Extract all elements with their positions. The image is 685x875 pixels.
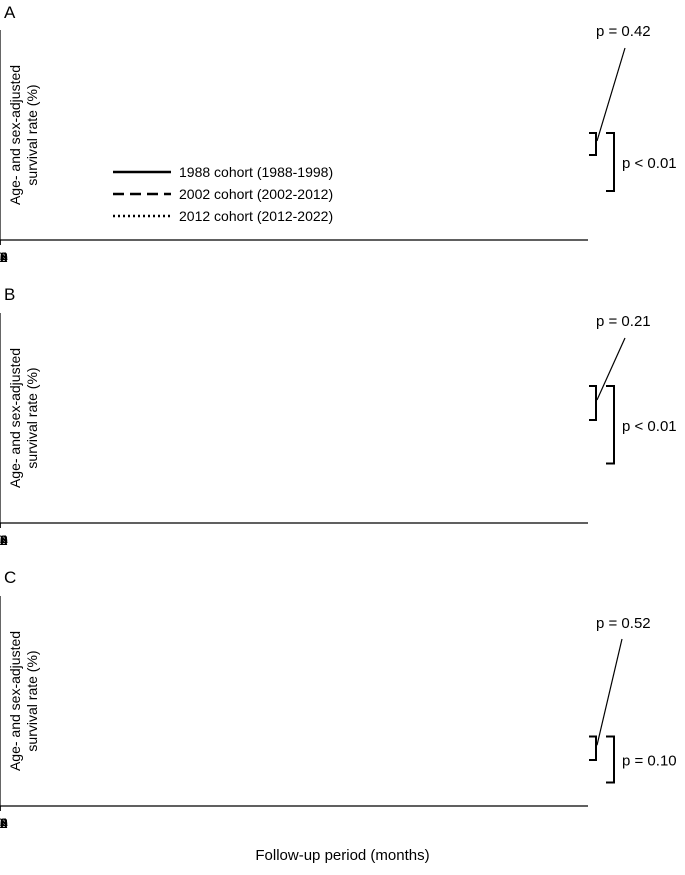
bracket-small — [589, 133, 596, 155]
bracket-large — [606, 386, 614, 464]
y-axis-title: Age- and sex-adjustedsurvival rate (%) — [7, 348, 40, 488]
bracket-large — [606, 737, 614, 783]
x-tick-label: 60 — [0, 532, 8, 548]
bracket-large — [606, 133, 614, 191]
bracket-small — [589, 737, 596, 761]
p-value-label: p = 0.10 — [622, 753, 677, 770]
y-axis-title: Age- and sex-adjustedsurvival rate (%) — [7, 631, 40, 771]
p-value-label: p = 0.42 — [596, 23, 651, 40]
legend: 1988 cohort (1988-1998) 2002 cohort (2002… — [113, 164, 333, 224]
p-value-label: p = 0.52 — [596, 615, 651, 632]
legend-entry: 2012 cohort (2012-2022) — [179, 208, 333, 224]
annotation-leader — [597, 338, 625, 400]
panel-label: C — [4, 568, 16, 587]
panel-b: B3040506070809010001224364860Age- and se… — [0, 285, 677, 548]
annotation-leader — [597, 48, 625, 141]
panel-a: A3040506070809010001224364860Age- and se… — [0, 3, 677, 265]
panel-c: C3040506070809010001224364860Age- and se… — [0, 568, 677, 831]
x-tick-label: 60 — [0, 249, 8, 265]
legend-entry: 2002 cohort (2002-2012) — [179, 186, 333, 202]
p-value-label: p = 0.21 — [596, 313, 651, 330]
panel-label: A — [4, 3, 16, 22]
x-axis-title: Follow-up period (months) — [0, 847, 685, 864]
annotation-leader — [597, 639, 622, 745]
p-value-label: p < 0.01 — [622, 418, 677, 435]
y-axis-title: Age- and sex-adjustedsurvival rate (%) — [7, 65, 40, 205]
p-value-label: p < 0.01 — [622, 155, 677, 172]
legend-entry: 1988 cohort (1988-1998) — [179, 164, 333, 180]
x-tick-label: 60 — [0, 815, 8, 831]
panel-label: B — [4, 285, 15, 304]
bracket-small — [589, 386, 596, 420]
